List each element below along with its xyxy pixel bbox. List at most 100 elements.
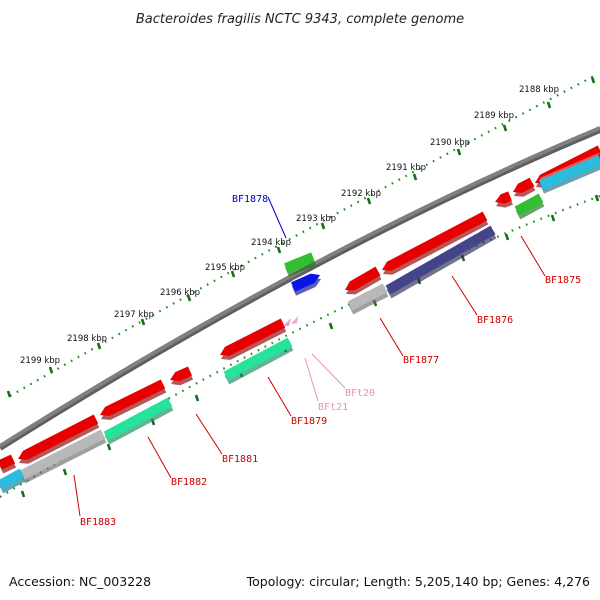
gene-bf1875-cyan-highlight [539, 152, 600, 181]
gene-small-red-2 [495, 191, 513, 208]
leader-line [311, 353, 346, 389]
leader-line [520, 235, 546, 277]
gene-red-4-highlight [170, 369, 178, 380]
leader-line [451, 275, 478, 316]
inner-kbp-tick [504, 233, 510, 241]
gene-green-1-highlight [514, 190, 541, 207]
leader-line [147, 436, 172, 479]
outer-kbp-tick [6, 390, 12, 398]
outer-kbp-tick [140, 318, 146, 326]
gene-red-7-highlight [0, 451, 13, 460]
inner-kbp-tick [62, 468, 68, 476]
outer-kbp-tick [186, 294, 192, 302]
gene-bf1876-red [382, 211, 489, 275]
kbp-label: 2195 kbp [205, 263, 245, 273]
gene-bf1877-grey [347, 280, 389, 315]
gene-bf1883-grey [19, 426, 107, 484]
gene-features [0, 145, 600, 494]
kbp-label: 2193 kbp [296, 214, 336, 224]
gene-bf1876-navy-highlight [385, 222, 493, 286]
kbp-label: 2197 kbp [114, 310, 154, 320]
outer-kbp-ticks [6, 73, 599, 398]
gene-green-1 [514, 190, 545, 220]
gene-label: BFt20 [345, 388, 375, 399]
kbp-label: 2191 kbp [386, 163, 426, 173]
leader-line [195, 413, 223, 455]
genome-summary-text: Topology: circular; Length: 5,205,140 bp… [246, 574, 590, 589]
gene-red-3-body [345, 266, 381, 291]
gene-green-2-highlight [284, 249, 314, 264]
gene-bf1878-blue-highlight [290, 270, 313, 283]
gene-bf1878-blue [290, 270, 321, 296]
gene-cyan-2 [0, 465, 26, 494]
outer-dotted-arc [9, 73, 599, 397]
gene-bf1875-top-body [535, 145, 600, 184]
gene-bf1876-red-highlight [382, 258, 389, 270]
kbp-labels: 2188 kbp 2189 kbp 2190 kbp 2191 kbp 2192 kbp… [20, 85, 559, 366]
gene-red-6-highlight [18, 447, 25, 459]
outer-kbp-tick [456, 148, 462, 156]
gene-red-5 [100, 379, 167, 420]
outer-kbp-tick [502, 124, 508, 132]
gene-red-4 [170, 366, 194, 386]
gene-bf1875-cyan-body [539, 155, 600, 190]
gene-bf1875-cyan [539, 152, 600, 194]
kbp-label: 2190 kbp [430, 138, 470, 148]
outer-kbp-tick [276, 246, 282, 254]
gene-red-7 [0, 451, 17, 474]
gene-red-4-body [170, 366, 193, 382]
gene-bf1879-red [220, 318, 287, 360]
outer-kbp-tick [546, 101, 552, 109]
gene-label: BF1882 [171, 477, 207, 488]
gene-bf1876-navy [385, 222, 497, 299]
label-leader-lines [73, 196, 546, 517]
kbp-label: 2194 kbp [251, 238, 291, 248]
leader-line [73, 474, 81, 517]
gene-cyan-2-body [0, 468, 25, 490]
gene-red-5-body [100, 379, 166, 416]
trna-bft21 [283, 318, 291, 326]
leader-line [304, 357, 319, 402]
gene-bf1879-teal-body [223, 337, 293, 381]
gene-label: BF1883 [80, 517, 116, 528]
kbp-label: 2189 kbp [474, 111, 514, 121]
gene-bf1882-teal-body [103, 397, 173, 441]
map-title: Bacteroides fragilis NCTC 9343, complete… [136, 12, 464, 27]
gene-labels: BF1875 BF1876 BF1877 BF1878 BF1879 BFt20 BFt21… [80, 194, 581, 528]
kbp-label: 2199 kbp [20, 356, 60, 366]
gene-bf1883-grey-highlight [19, 426, 103, 471]
inner-kbp-tick [550, 214, 556, 222]
gene-bf1879-red-highlight [220, 343, 227, 355]
leader-line [267, 376, 292, 417]
gene-label: BF1875 [545, 275, 581, 286]
leader-line [379, 317, 404, 357]
gene-red-5-highlight [100, 403, 107, 415]
gene-bf1877-grey-highlight [347, 280, 385, 302]
outer-kbp-tick [48, 366, 54, 374]
kbp-label: 2198 kbp [67, 334, 107, 344]
gene-red-6 [18, 414, 100, 464]
gene-label: BF1878 [232, 194, 268, 205]
gene-bf1879-teal-highlight [223, 334, 290, 372]
gene-small-red-1-highlight [513, 180, 520, 192]
outer-kbp-tick [320, 222, 326, 230]
inner-kbp-tick [194, 394, 200, 402]
gene-red-6-body [18, 414, 99, 460]
outer-kbp-tick [412, 173, 418, 181]
gene-small-red-2-highlight [495, 191, 503, 202]
inner-kbp-tick [106, 443, 112, 451]
gene-green-2-body [284, 252, 315, 273]
inner-kbp-tick [328, 322, 334, 330]
gene-label: BF1879 [291, 416, 327, 427]
gene-bf1879-red-body [220, 318, 286, 356]
gene-small-red-1-body [513, 177, 535, 193]
kbp-label: 2188 kbp [519, 85, 559, 95]
inner-dotted-arc [0, 194, 600, 498]
outer-kbp-tick [230, 270, 236, 278]
gene-red-3 [345, 266, 382, 295]
inner-kbp-tick [594, 194, 600, 202]
gene-small-red-2-body [495, 191, 512, 204]
gene-bf1882-teal-highlight [103, 394, 170, 432]
inner-kbp-tick [20, 490, 26, 498]
